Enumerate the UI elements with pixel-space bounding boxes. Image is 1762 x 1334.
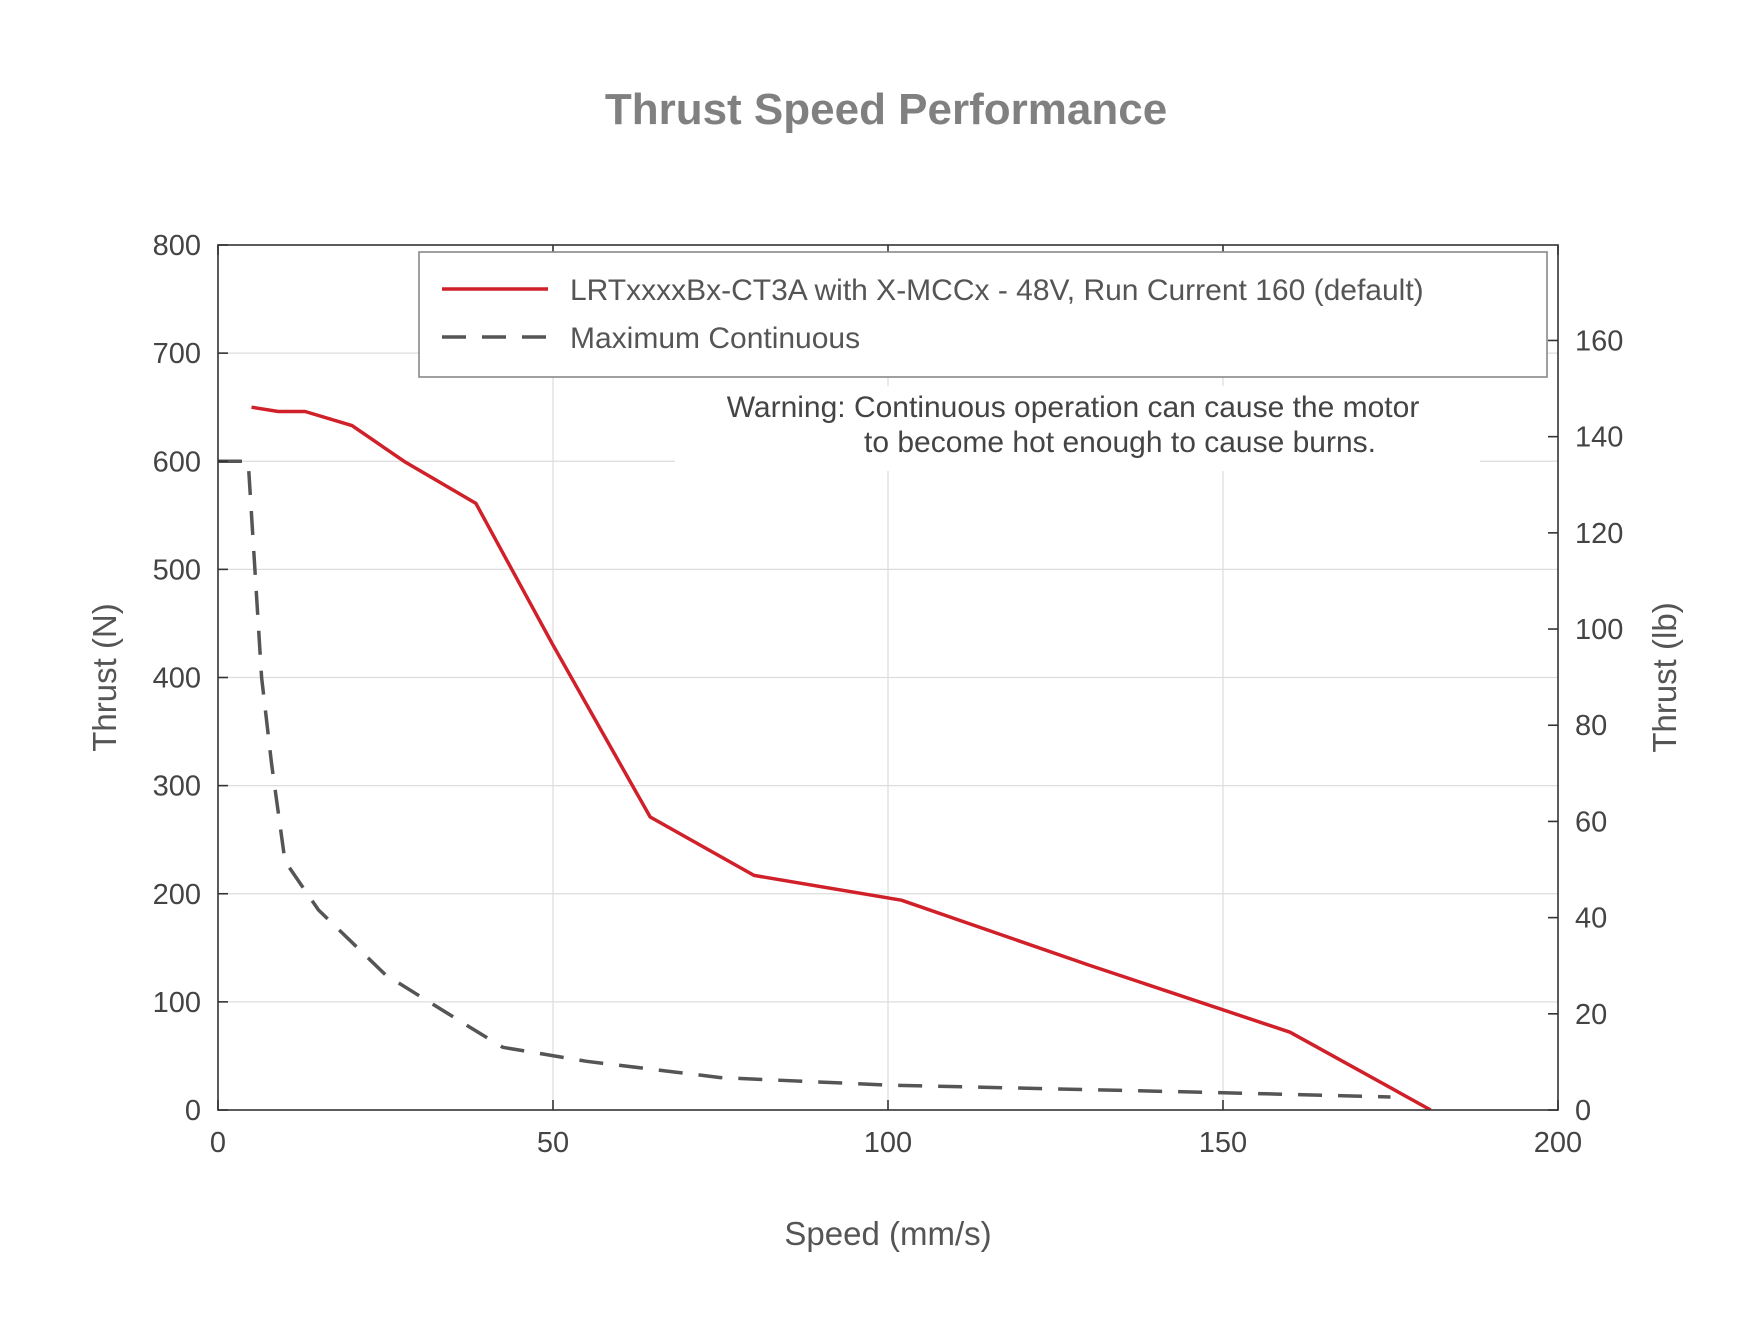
x-tick-label-3: 150: [1199, 1127, 1247, 1159]
y2-axis-title: Thrust (lb): [1646, 602, 1683, 752]
y2-tick-label-5: 100: [1575, 614, 1623, 646]
y-tick-label-6: 600: [153, 446, 201, 478]
y-tick-label-4: 400: [153, 663, 201, 695]
y2-tick-label-1: 20: [1575, 999, 1607, 1031]
legend-label-series-2: Maximum Continuous: [570, 322, 860, 355]
y2-tick-label-8: 160: [1575, 325, 1623, 357]
y2-tick-label-3: 60: [1575, 806, 1607, 838]
series-line-1: [251, 405, 1432, 1110]
x-tick-label-1: 50: [537, 1127, 569, 1159]
y2-tick-label-4: 80: [1575, 710, 1607, 742]
series-line-2: [218, 459, 1391, 1099]
warning-annotation-line-1: Warning: Continuous operation can cause …: [727, 391, 1420, 424]
y2-tick-label-0: 0: [1575, 1095, 1591, 1127]
legend-label-series-1: LRTxxxxBx-CT3A with X-MCCx - 48V, Run Cu…: [570, 274, 1424, 307]
legend: LRTxxxxBx-CT3A with X-MCCx - 48V, Run Cu…: [418, 251, 1548, 378]
warning-annotation-background: [675, 386, 1480, 471]
y2-tick-label-6: 120: [1575, 518, 1623, 550]
y-tick-label-8: 800: [153, 230, 201, 262]
y-tick-label-1: 100: [153, 987, 201, 1019]
y-tick-label-5: 500: [153, 554, 201, 586]
y-axis-title: Thrust (N): [86, 603, 123, 752]
warning-annotation: Warning: Continuous operation can cause …: [675, 386, 1480, 471]
y2-tick-label-2: 40: [1575, 903, 1607, 935]
y2-tick-label-7: 140: [1575, 422, 1623, 454]
y-tick-label-7: 700: [153, 338, 201, 370]
x-tick-label-4: 200: [1534, 1127, 1582, 1159]
x-tick-label-2: 100: [864, 1127, 912, 1159]
x-tick-label-0: 0: [210, 1127, 226, 1159]
y-tick-label-3: 300: [153, 771, 201, 803]
axis-ticks: 0 50 100 150 2000100200300400500600700800020…: [153, 230, 1624, 1159]
y-tick-label-2: 200: [153, 879, 201, 911]
chart-title: Thrust Speed Performance: [605, 85, 1167, 134]
y-tick-label-0: 0: [185, 1095, 201, 1127]
series-layer: [218, 405, 1432, 1110]
warning-annotation-line-2: to become hot enough to cause burns.: [864, 426, 1376, 459]
x-axis-title: Speed (mm/s): [784, 1215, 991, 1252]
legend-box: [418, 251, 1548, 378]
